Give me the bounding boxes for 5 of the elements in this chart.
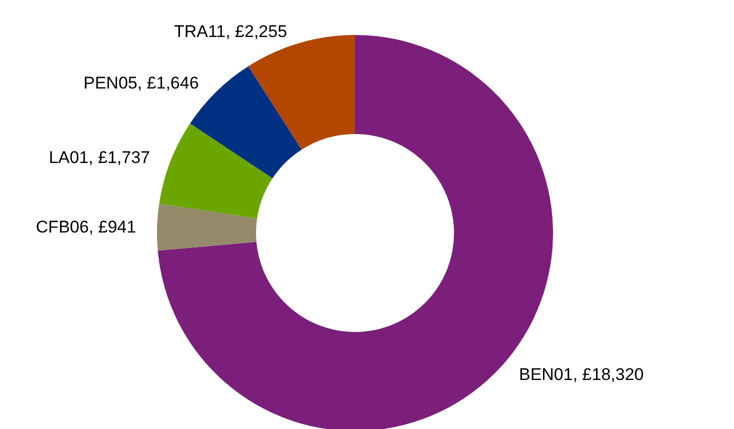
slice-label: LA01, £1,737 [48,148,150,168]
slice-label: PEN05, £1,646 [83,74,199,93]
slice-label: TRA11, £2,255 [174,22,288,41]
slice-label: BEN01, £18,320 [518,365,644,384]
slice-label: CFB06, £941 [36,217,136,236]
